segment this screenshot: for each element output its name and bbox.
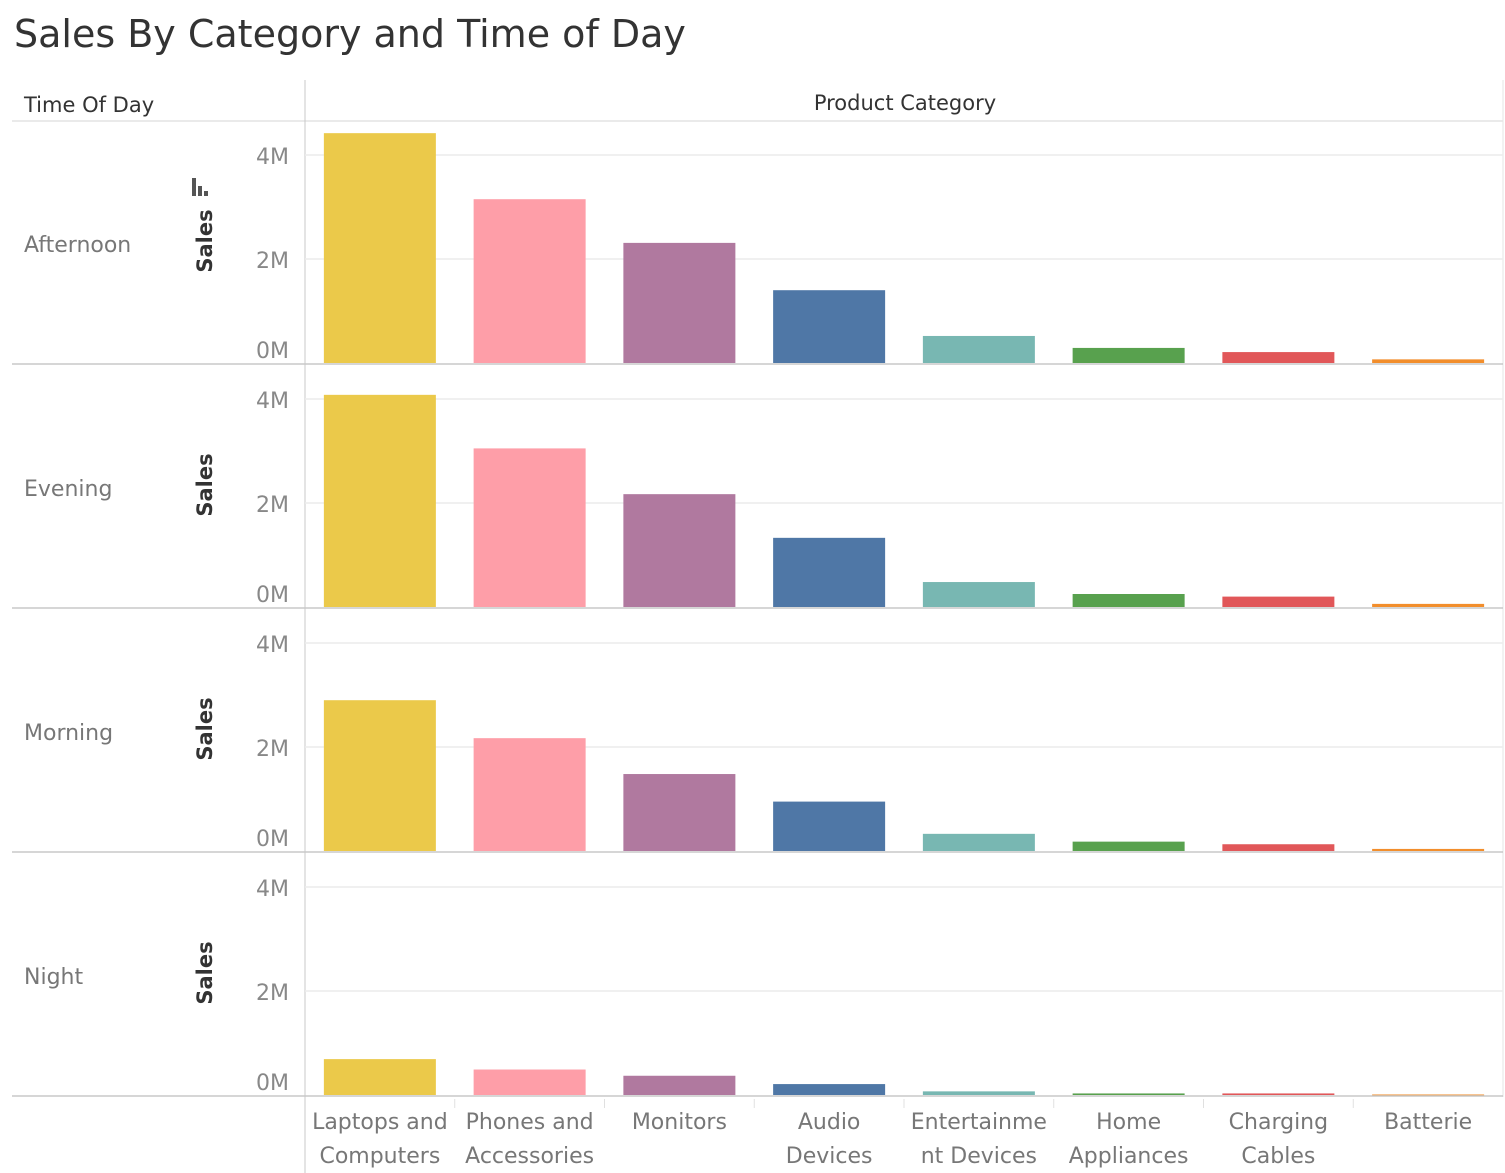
bar[interactable] — [473, 1069, 586, 1095]
x-tick-label: Cables — [1241, 1144, 1315, 1169]
y-axis-title: Sales — [193, 453, 217, 516]
bar[interactable] — [1372, 1094, 1485, 1096]
bar[interactable] — [922, 335, 1035, 363]
bar[interactable] — [1072, 347, 1185, 363]
bar[interactable] — [323, 133, 436, 363]
bar[interactable] — [1372, 359, 1485, 363]
y-tick-label: 2M — [256, 249, 289, 274]
row-header-time-of-day: Time Of Day — [23, 93, 154, 117]
x-tick-label: Home — [1096, 1110, 1161, 1135]
bar[interactable] — [1222, 844, 1335, 851]
x-tick-label: Phones and — [466, 1110, 594, 1135]
bar[interactable] — [473, 199, 586, 363]
x-tick-label: Accessories — [465, 1144, 594, 1169]
y-tick-label: 2M — [256, 737, 289, 762]
bar[interactable] — [623, 1075, 736, 1095]
x-tick-label: Entertainme — [911, 1110, 1047, 1135]
y-tick-label: 4M — [256, 877, 289, 902]
sort-icon-bar — [204, 191, 208, 196]
x-tick-label: Devices — [786, 1144, 873, 1169]
bar[interactable] — [773, 801, 886, 851]
bar[interactable] — [922, 833, 1035, 851]
row-label-evening: Evening — [24, 477, 112, 502]
y-axis-title: Sales — [193, 209, 217, 272]
x-tick-label: nt Devices — [921, 1144, 1037, 1169]
bar[interactable] — [773, 290, 886, 363]
y-tick-label: 0M — [256, 583, 289, 608]
bar[interactable] — [323, 394, 436, 607]
bar[interactable] — [1222, 352, 1335, 363]
bar[interactable] — [623, 774, 736, 851]
y-tick-label: 2M — [256, 493, 289, 518]
x-tick-label: Laptops and — [312, 1110, 448, 1135]
bar[interactable] — [1072, 1093, 1185, 1095]
bar[interactable] — [1372, 848, 1485, 851]
bar[interactable] — [1222, 1093, 1335, 1095]
bar[interactable] — [473, 738, 586, 851]
panels: 0M 2M 4M Afternoon Sales 0M 2M 4M Evening Sales 0M… — [12, 80, 1504, 1173]
y-tick-label: 0M — [256, 339, 289, 364]
sort-icon-bar — [192, 178, 196, 196]
bar[interactable] — [773, 1084, 886, 1095]
bar[interactable] — [1072, 594, 1185, 607]
x-tick-label: Charging — [1229, 1110, 1328, 1135]
chart-title: Sales By Category and Time of Day — [14, 12, 686, 56]
row-label-afternoon: Afternoon — [24, 233, 131, 258]
bar[interactable] — [1072, 841, 1185, 851]
sort-icon[interactable] — [192, 178, 208, 196]
y-tick-label: 4M — [256, 633, 289, 658]
x-tick-label: Monitors — [632, 1110, 727, 1135]
bar[interactable] — [473, 448, 586, 607]
bar[interactable] — [773, 537, 886, 607]
row-label-morning: Morning — [24, 721, 113, 746]
bar[interactable] — [323, 1059, 436, 1095]
bar[interactable] — [623, 494, 736, 607]
y-tick-label: 4M — [256, 389, 289, 414]
y-tick-label: 2M — [256, 981, 289, 1006]
bar[interactable] — [1222, 596, 1335, 607]
y-axis-title: Sales — [193, 697, 217, 760]
x-tick-label: Audio — [798, 1110, 861, 1135]
x-tick-label: Appliances — [1069, 1144, 1189, 1169]
y-axis-title: Sales — [193, 941, 217, 1004]
bar[interactable] — [623, 242, 736, 363]
bar[interactable] — [922, 582, 1035, 607]
column-header-product-category: Product Category — [814, 91, 996, 115]
bar[interactable] — [323, 700, 436, 851]
x-tick-label: Computers — [319, 1144, 440, 1169]
y-tick-label: 0M — [256, 827, 289, 852]
y-tick-label: 4M — [256, 145, 289, 170]
row-label-night: Night — [24, 965, 83, 990]
bar[interactable] — [922, 1091, 1035, 1095]
bar[interactable] — [1372, 603, 1485, 607]
x-tick-label: Batterie — [1384, 1110, 1472, 1135]
sort-icon-bar — [198, 186, 202, 196]
y-tick-label: 0M — [256, 1071, 289, 1096]
